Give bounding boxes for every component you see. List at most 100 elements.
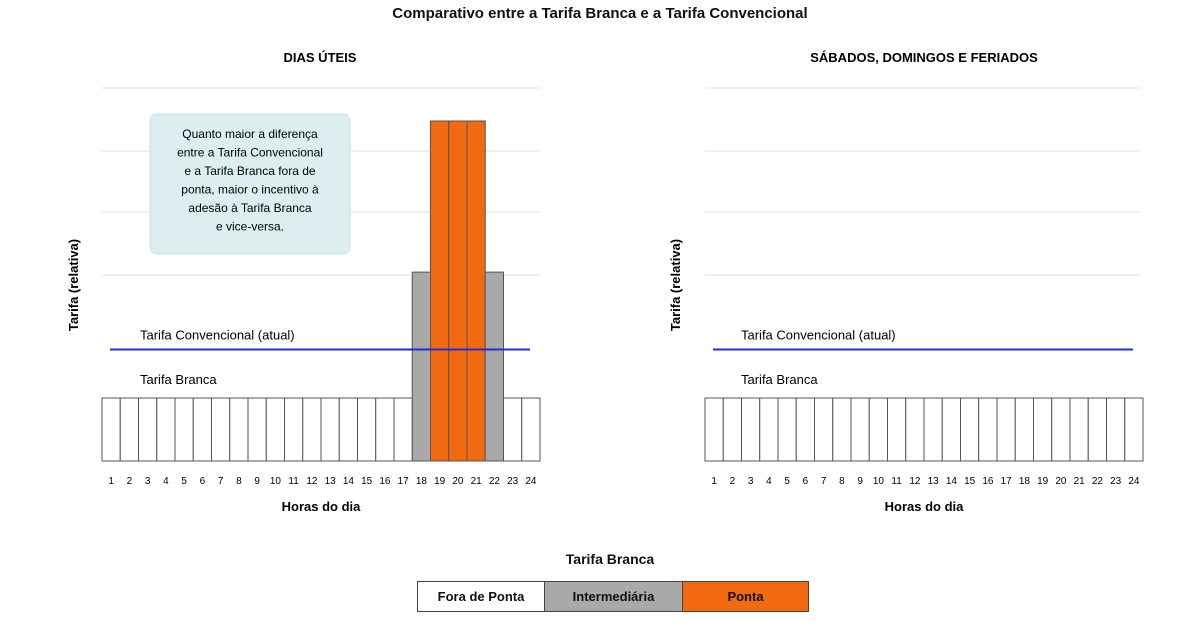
series-label-tarifa-branca: Tarifa Branca bbox=[140, 372, 217, 387]
reference-line-label: Tarifa Convencional (atual) bbox=[741, 328, 896, 343]
bar bbox=[704, 397, 724, 462]
x-tick-label: 20 bbox=[452, 476, 464, 487]
bar bbox=[174, 397, 194, 462]
x-tick-label: 24 bbox=[1128, 476, 1140, 487]
x-tick-label: 3 bbox=[145, 476, 151, 487]
x-tick-label: 24 bbox=[525, 476, 537, 487]
bar bbox=[375, 397, 395, 462]
x-tick-label: 15 bbox=[964, 476, 976, 487]
x-tick-label: 18 bbox=[1019, 476, 1031, 487]
bar bbox=[1014, 397, 1034, 462]
bar bbox=[466, 120, 486, 462]
bar bbox=[814, 397, 834, 462]
bar bbox=[905, 397, 925, 462]
bar bbox=[302, 397, 322, 462]
bar bbox=[759, 397, 779, 462]
chart-title: Comparativo entre a Tarifa Branca e a Ta… bbox=[392, 5, 808, 22]
x-tick-label: 12 bbox=[306, 476, 318, 487]
x-tick-label: 21 bbox=[471, 476, 483, 487]
legend: Fora de Ponta Intermediária Ponta bbox=[417, 581, 809, 612]
bar bbox=[192, 397, 212, 462]
x-tick-label: 4 bbox=[163, 476, 169, 487]
x-tick-label: 5 bbox=[784, 476, 790, 487]
bar bbox=[923, 397, 943, 462]
x-tick-label: 2 bbox=[127, 476, 133, 487]
bar bbox=[1087, 397, 1107, 462]
bar bbox=[101, 397, 121, 462]
x-tick-label: 10 bbox=[270, 476, 282, 487]
legend-item-fora-de-ponta: Fora de Ponta bbox=[418, 582, 545, 611]
x-tick-label: 9 bbox=[857, 476, 863, 487]
bar bbox=[1124, 397, 1144, 462]
bar bbox=[1051, 397, 1071, 462]
x-tick-label: 14 bbox=[343, 476, 355, 487]
bar bbox=[393, 397, 413, 462]
bar bbox=[832, 397, 852, 462]
annotation-line: e a Tarifa Branca fora de bbox=[184, 164, 316, 178]
x-tick-label: 17 bbox=[1001, 476, 1013, 487]
x-tick-label: 8 bbox=[236, 476, 242, 487]
x-tick-label: 22 bbox=[489, 476, 501, 487]
bar bbox=[521, 397, 541, 462]
bar bbox=[211, 397, 231, 462]
x-tick-label: 9 bbox=[254, 476, 260, 487]
x-tick-label: 11 bbox=[891, 476, 902, 487]
bar bbox=[265, 397, 285, 462]
bar bbox=[229, 397, 249, 462]
annotation-box bbox=[149, 113, 351, 255]
bar bbox=[138, 397, 158, 462]
bar bbox=[338, 397, 358, 462]
x-tick-label: 8 bbox=[839, 476, 845, 487]
bar bbox=[1033, 397, 1053, 462]
x-tick-label: 12 bbox=[909, 476, 921, 487]
bar bbox=[448, 120, 468, 462]
bar bbox=[484, 271, 504, 462]
panel-title: DIAS ÚTEIS bbox=[284, 50, 357, 65]
legend-item-intermediaria: Intermediária bbox=[545, 582, 683, 611]
series-label-tarifa-branca: Tarifa Branca bbox=[741, 372, 818, 387]
x-tick-label: 3 bbox=[748, 476, 754, 487]
bar bbox=[795, 397, 815, 462]
x-tick-label: 22 bbox=[1092, 476, 1104, 487]
panel-title: SÁBADOS, DOMINGOS E FERIADOS bbox=[810, 50, 1038, 65]
legend-title: Tarifa Branca bbox=[565, 551, 655, 567]
y-axis-label: Tarifa (relativa) bbox=[66, 239, 81, 331]
x-tick-label: 13 bbox=[928, 476, 940, 487]
bar bbox=[996, 397, 1016, 462]
bar bbox=[411, 271, 431, 462]
legend-item-ponta: Ponta bbox=[683, 582, 808, 611]
x-tick-label: 10 bbox=[873, 476, 885, 487]
bar bbox=[320, 397, 340, 462]
bar bbox=[868, 397, 888, 462]
y-axis-label: Tarifa (relativa) bbox=[668, 239, 683, 331]
x-tick-label: 16 bbox=[379, 476, 391, 487]
bar bbox=[156, 397, 176, 462]
annotation-line: Quanto maior a diferença bbox=[182, 127, 318, 141]
x-tick-label: 16 bbox=[982, 476, 994, 487]
charts-canvas: DIAS ÚTEIS Tarifa (relativa) Tarifa Branca… bbox=[66, 50, 1144, 514]
bar bbox=[960, 397, 980, 462]
bar bbox=[247, 397, 267, 462]
x-tick-label: 20 bbox=[1055, 476, 1067, 487]
x-tick-label: 23 bbox=[1110, 476, 1122, 487]
x-tick-label: 1 bbox=[108, 476, 114, 487]
bar bbox=[119, 397, 139, 462]
x-tick-label: 21 bbox=[1074, 476, 1086, 487]
x-tick-label: 13 bbox=[325, 476, 337, 487]
x-tick-label: 19 bbox=[434, 476, 446, 487]
bar bbox=[284, 397, 304, 462]
annotation-line: ponta, maior o incentivo à bbox=[181, 183, 319, 197]
x-tick-label: 5 bbox=[181, 476, 187, 487]
x-tick-label: 23 bbox=[507, 476, 519, 487]
bar bbox=[1106, 397, 1126, 462]
x-tick-label: 15 bbox=[361, 476, 373, 487]
x-tick-label: 4 bbox=[766, 476, 772, 487]
x-axis-label: Horas do dia bbox=[282, 499, 362, 514]
x-tick-label: 14 bbox=[946, 476, 958, 487]
bar bbox=[357, 397, 377, 462]
bar bbox=[978, 397, 998, 462]
x-axis-label: Horas do dia bbox=[885, 499, 965, 514]
x-tick-label: 19 bbox=[1037, 476, 1049, 487]
bar bbox=[503, 397, 523, 462]
bar bbox=[887, 397, 907, 462]
